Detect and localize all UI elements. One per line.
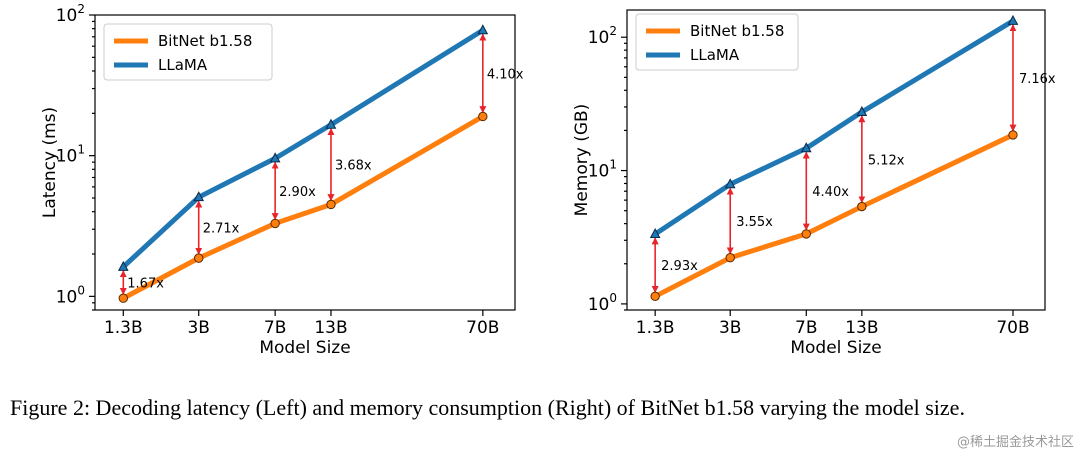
ratio-label: 2.93x <box>661 259 698 274</box>
x-tick-label: 3B <box>187 318 209 338</box>
x-tick-label: 70B <box>996 318 1029 338</box>
y-axis-title: Memory (GB) <box>572 104 592 217</box>
x-tick-label: 1.3B <box>636 318 675 338</box>
y-tick-label: 101 <box>56 143 85 167</box>
y-tick-exponent: 1 <box>77 143 85 157</box>
series-line-bitnet <box>652 132 1016 299</box>
legend-label-bitnet: BitNet b1.58 <box>158 32 252 50</box>
plot-frame <box>626 9 1046 311</box>
x-axis-title: Model Size <box>259 338 350 358</box>
x-tick-label: 13B <box>314 318 347 338</box>
y-tick-label: 100 <box>588 291 617 315</box>
x-axis-title: Model Size <box>790 338 881 358</box>
y-tick-exponent: 1 <box>609 158 617 172</box>
ratio-label: 4.10x <box>487 67 524 82</box>
ratio-label: 3.55x <box>736 215 773 230</box>
ratio-label: 4.40x <box>812 185 849 200</box>
llama-point <box>856 105 868 116</box>
y-tick-exponent: 0 <box>609 291 617 305</box>
bitnet-point <box>326 199 336 210</box>
llama-point <box>649 227 661 239</box>
ratio-label: 2.90x <box>279 185 316 200</box>
x-tick-label: 3B <box>719 318 741 338</box>
y-tick-label: 102 <box>588 24 617 48</box>
y-tick-exponent: 0 <box>77 283 85 297</box>
bitnet-point <box>801 229 811 239</box>
bitnet-point <box>1008 130 1018 140</box>
llama-point <box>117 260 129 271</box>
x-tick-label: 70B <box>466 318 499 338</box>
llama-point <box>800 142 812 153</box>
y-axis-title: Latency (ms) <box>40 107 60 218</box>
y-tick-label: 101 <box>588 158 617 182</box>
legend: BitNet b1.58 LLaMA <box>103 23 273 81</box>
ratio-label: 5.12x <box>868 153 905 168</box>
bitnet-point <box>650 291 660 302</box>
x-tick-label: 7B <box>795 318 817 338</box>
bitnet-point <box>857 201 867 212</box>
x-tick-label: 13B <box>845 318 878 338</box>
bitnet-point <box>478 111 488 122</box>
bitnet-point <box>194 253 204 263</box>
llama-point <box>269 152 281 163</box>
llama-point <box>193 191 205 202</box>
legend: BitNet b1.58 LLaMA <box>635 13 799 71</box>
llama-point <box>477 24 489 35</box>
llama-point <box>325 118 337 129</box>
ratio-label: 3.68x <box>335 159 372 174</box>
bitnet-point <box>270 218 280 229</box>
legend-label-bitnet: BitNet b1.58 <box>690 22 784 40</box>
x-tick-label: 7B <box>264 318 286 338</box>
y-tick-exponent: 2 <box>609 24 617 38</box>
ratio-label: 7.16x <box>1019 72 1056 87</box>
llama-point <box>1007 14 1019 25</box>
x-tick-label: 1.3B <box>104 318 143 338</box>
y-tick-label: 102 <box>56 2 85 26</box>
watermark: @稀土掘金技术社区 <box>956 435 1074 450</box>
y-tick-exponent: 2 <box>77 2 85 16</box>
bitnet-point <box>118 293 128 303</box>
legend-label-llama: LLaMA <box>690 46 740 64</box>
y-tick-label: 100 <box>56 283 85 307</box>
llama-point <box>724 178 736 189</box>
legend-label-llama: LLaMA <box>158 56 208 74</box>
figure-caption: Figure 2: Decoding latency (Left) and me… <box>10 395 965 420</box>
bitnet-point <box>725 253 735 263</box>
ratio-label: 2.71x <box>203 222 240 237</box>
ratio-label: 1.67x <box>127 277 164 292</box>
